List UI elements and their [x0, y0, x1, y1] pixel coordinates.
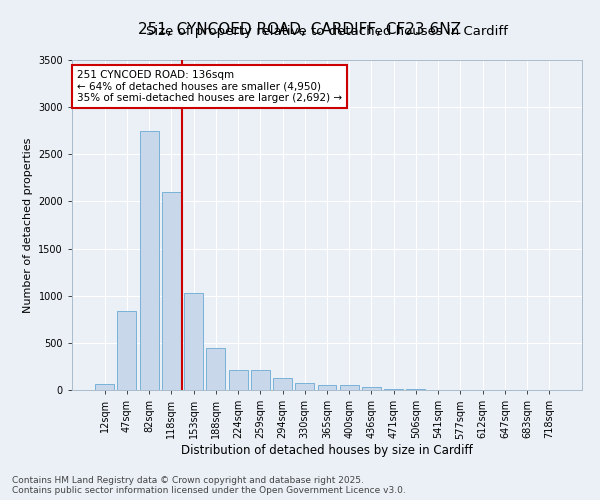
Bar [251, 370, 270, 390]
Bar [206, 348, 225, 390]
Bar [317, 385, 337, 390]
Bar [406, 389, 425, 390]
Bar [184, 293, 203, 390]
Bar [340, 385, 359, 390]
Title: Size of property relative to detached houses in Cardiff: Size of property relative to detached ho… [146, 25, 508, 38]
Bar [362, 386, 381, 390]
Text: 251 CYNCOED ROAD: 136sqm
← 64% of detached houses are smaller (4,950)
35% of sem: 251 CYNCOED ROAD: 136sqm ← 64% of detach… [77, 70, 342, 103]
Y-axis label: Number of detached properties: Number of detached properties [23, 138, 32, 312]
Bar [273, 378, 292, 390]
Bar [118, 311, 136, 390]
Text: Contains HM Land Registry data © Crown copyright and database right 2025.
Contai: Contains HM Land Registry data © Crown c… [12, 476, 406, 495]
Text: 251, CYNCOED ROAD, CARDIFF, CF23 6NZ: 251, CYNCOED ROAD, CARDIFF, CF23 6NZ [139, 22, 461, 38]
Bar [295, 384, 314, 390]
Bar [384, 389, 403, 390]
Bar [95, 384, 114, 390]
Bar [162, 192, 181, 390]
X-axis label: Distribution of detached houses by size in Cardiff: Distribution of detached houses by size … [181, 444, 473, 457]
Bar [140, 130, 158, 390]
Bar [229, 370, 248, 390]
